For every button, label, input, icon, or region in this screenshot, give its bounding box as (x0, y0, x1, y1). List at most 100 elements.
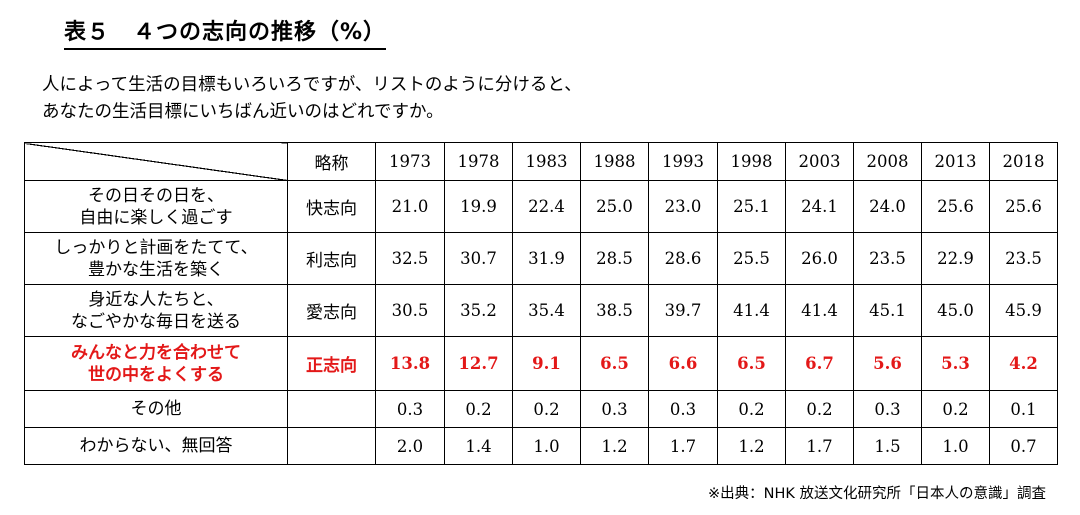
row-description-line: みんなと力を合わせて (71, 342, 241, 363)
value-cell: 5.6 (853, 336, 922, 391)
value-cell: 38.5 (580, 284, 649, 337)
value-cell: 0.2 (444, 390, 513, 428)
survey-question: 人によって生活の目標もいろいろですが、リストのように分けると、 あなたの生活目標… (42, 72, 582, 126)
year-header: 1978 (444, 142, 513, 181)
table-row-pleasure: その日その日を、 自由に楽しく過ごす 快志向 21.0 19.9 22.4 25.0 23.0… (24, 180, 1058, 233)
value-cell: 0.7 (989, 427, 1058, 465)
value-cell: 23.5 (853, 232, 922, 285)
value-cell: 1.7 (648, 427, 718, 465)
year-header: 1983 (512, 142, 581, 181)
value-cell: 45.1 (853, 284, 922, 337)
row-description-line: なごやかな毎日を送る (71, 311, 241, 332)
row-description: その日その日を、 自由に楽しく過ごす (24, 180, 288, 233)
header-row: 略称 1973 1978 1983 1988 1993 1998 2003 20… (24, 142, 1058, 181)
value-cell: 0.2 (717, 390, 786, 428)
value-cell: 28.5 (580, 232, 649, 285)
row-description-line: その日その日を、 (88, 185, 224, 206)
row-description: みんなと力を合わせて 世の中をよくする (24, 336, 288, 391)
value-cell: 25.0 (580, 180, 649, 233)
value-cell: 0.2 (921, 390, 990, 428)
value-cell: 41.4 (717, 284, 786, 337)
value-cell: 22.4 (512, 180, 581, 233)
value-cell: 39.7 (648, 284, 718, 337)
value-cell: 28.6 (648, 232, 718, 285)
value-cell: 35.4 (512, 284, 581, 337)
value-cell: 6.7 (785, 336, 854, 391)
question-line-1: 人によって生活の目標もいろいろですが、リストのように分けると、 (42, 75, 582, 95)
value-cell: 13.8 (375, 336, 445, 391)
row-description: 身近な人たちと、 なごやかな毎日を送る (24, 284, 288, 337)
row-abbreviation: 愛志向 (287, 284, 376, 337)
row-description-line: 豊かな生活を築く (88, 259, 224, 280)
value-cell: 4.2 (989, 336, 1058, 391)
value-cell: 45.9 (989, 284, 1058, 337)
row-abbreviation (287, 390, 376, 428)
row-description-line: 自由に楽しく過ごす (79, 207, 233, 228)
value-cell: 1.2 (717, 427, 786, 465)
row-description-line: 世の中をよくする (88, 364, 224, 385)
year-header: 1993 (648, 142, 718, 181)
value-cell: 6.5 (580, 336, 649, 391)
row-description-line: その他 (130, 399, 182, 419)
value-cell: 2.0 (375, 427, 445, 465)
table-row-no-answer: わからない、無回答 2.0 1.4 1.0 1.2 1.7 1.2 1.7 1.5 1.0 0.7 (24, 427, 1058, 465)
value-cell: 25.6 (989, 180, 1058, 233)
table-row-justice: みんなと力を合わせて 世の中をよくする 正志向 13.8 12.7 9.1 6.5 6.6 6.… (24, 336, 1058, 391)
value-cell: 0.1 (989, 390, 1058, 428)
value-cell: 0.2 (512, 390, 581, 428)
value-cell: 25.5 (717, 232, 786, 285)
source-note: ※出典：NHK 放送文化研究所「日本人の意識」調査 (707, 486, 1046, 502)
survey-table: 略称 1973 1978 1983 1988 1993 1998 2003 20… (24, 142, 1058, 465)
value-cell: 6.5 (717, 336, 786, 391)
value-cell: 41.4 (785, 284, 854, 337)
year-header: 2018 (989, 142, 1058, 181)
value-cell: 1.7 (785, 427, 854, 465)
row-abbreviation (287, 427, 376, 465)
value-cell: 24.0 (853, 180, 922, 233)
value-cell: 25.1 (717, 180, 786, 233)
value-cell: 0.2 (785, 390, 854, 428)
row-description-line: しっかりと計画をたてて、 (54, 237, 258, 258)
table-row-utility: しっかりと計画をたてて、 豊かな生活を築く 利志向 32.5 30.7 31.9 28.5 2… (24, 232, 1058, 285)
value-cell: 12.7 (444, 336, 513, 391)
abbr-header: 略称 (287, 142, 376, 181)
row-description-line: 身近な人たちと、 (88, 289, 224, 310)
value-cell: 0.3 (853, 390, 922, 428)
value-cell: 6.6 (648, 336, 718, 391)
value-cell: 30.7 (444, 232, 513, 285)
value-cell: 24.1 (785, 180, 854, 233)
table-row-love: 身近な人たちと、 なごやかな毎日を送る 愛志向 30.5 35.2 35.4 38.5 39.… (24, 284, 1058, 337)
row-description: その他 (24, 390, 288, 428)
year-header: 1988 (580, 142, 649, 181)
row-abbreviation: 利志向 (287, 232, 376, 285)
value-cell: 19.9 (444, 180, 513, 233)
value-cell: 0.3 (580, 390, 649, 428)
row-description-line: わからない、無回答 (79, 436, 233, 456)
value-cell: 23.0 (648, 180, 718, 233)
value-cell: 31.9 (512, 232, 581, 285)
value-cell: 26.0 (785, 232, 854, 285)
value-cell: 23.5 (989, 232, 1058, 285)
value-cell: 1.0 (512, 427, 581, 465)
row-description: わからない、無回答 (24, 427, 288, 465)
year-header: 2013 (921, 142, 990, 181)
row-description: しっかりと計画をたてて、 豊かな生活を築く (24, 232, 288, 285)
row-abbreviation: 快志向 (287, 180, 376, 233)
value-cell: 9.1 (512, 336, 581, 391)
value-cell: 35.2 (444, 284, 513, 337)
value-cell: 0.3 (375, 390, 445, 428)
value-cell: 1.2 (580, 427, 649, 465)
value-cell: 1.5 (853, 427, 922, 465)
value-cell: 45.0 (921, 284, 990, 337)
table-row-other: その他 0.3 0.2 0.2 0.3 0.3 0.2 0.2 0.3 0.2 0.1 (24, 390, 1058, 428)
year-header: 1998 (717, 142, 786, 181)
table-body: 略称 1973 1978 1983 1988 1993 1998 2003 20… (24, 142, 1058, 465)
value-cell: 22.9 (921, 232, 990, 285)
corner-cell (24, 142, 288, 181)
value-cell: 30.5 (375, 284, 445, 337)
year-header: 2008 (853, 142, 922, 181)
value-cell: 1.4 (444, 427, 513, 465)
question-line-2: あなたの生活目標にいちばん近いのはどれですか。 (42, 102, 444, 122)
value-cell: 32.5 (375, 232, 445, 285)
year-header: 2003 (785, 142, 854, 181)
